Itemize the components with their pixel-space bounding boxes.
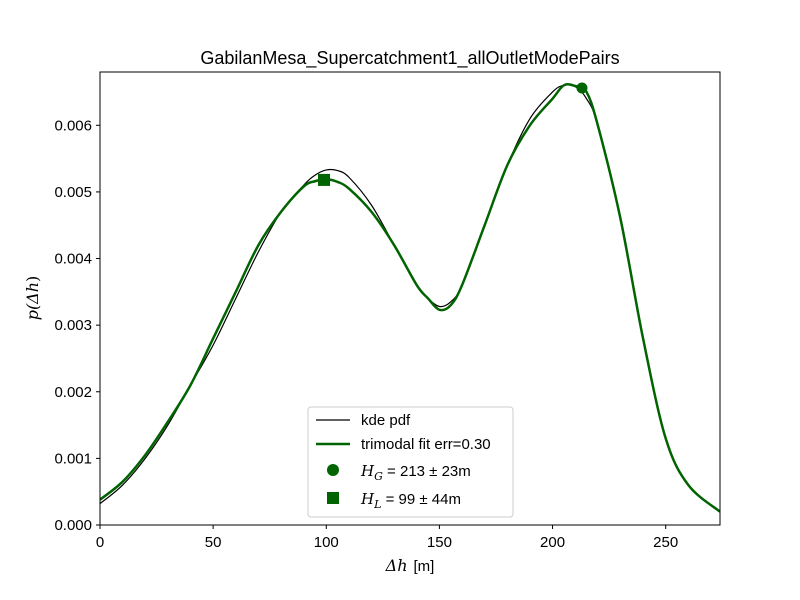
- y-tick-label: 0.001: [54, 450, 92, 467]
- legend-label-hg-symbol: H: [360, 462, 375, 480]
- legend-label-hg-text: = 213 ± 23m: [383, 463, 471, 480]
- plot-area: [100, 83, 720, 513]
- legend-label-hl: HL = 99 ± 44m: [360, 490, 461, 511]
- legend-swatch-hl: [327, 492, 339, 504]
- x-tick-label: 250: [653, 534, 678, 551]
- plot-frame: [99, 71, 721, 526]
- legend-label-hl-text: = 99 ± 44m: [381, 491, 461, 508]
- legend: kde pdf trimodal fit err=0.30 HG = 213 ±…: [307, 406, 514, 518]
- x-axis-label: Δh [m]: [385, 556, 435, 575]
- x-tick-label: 200: [540, 534, 565, 551]
- legend-box: [307, 406, 514, 518]
- marker-h-l: [318, 173, 331, 186]
- y-axis-label-pre: p(: [23, 303, 42, 320]
- x-tick-label: 0: [96, 534, 104, 551]
- x-tick-label: 150: [427, 534, 452, 551]
- y-axis-label-post: ): [23, 276, 42, 282]
- y-axis-label: p(Δh): [23, 276, 42, 321]
- y-tick-label: 0.005: [54, 184, 92, 201]
- legend-swatch-hg: [327, 464, 339, 476]
- y-tick-label: 0.004: [54, 251, 92, 268]
- y-axis-label-symbol: Δh: [23, 282, 42, 305]
- legend-label-hl-subscript: L: [373, 498, 381, 511]
- legend-label-hg-subscript: G: [374, 470, 383, 483]
- x-tick-label: 100: [314, 534, 339, 551]
- marker-h-g: [576, 82, 588, 94]
- y-tick-label: 0.003: [54, 317, 92, 334]
- legend-label-kde: kde pdf: [361, 412, 411, 429]
- legend-label-hg: HG = 213 ± 23m: [360, 462, 471, 483]
- y-tick-label: 0.006: [54, 117, 92, 134]
- chart-title: GabilanMesa_Supercatchment1_allOutletMod…: [200, 48, 619, 69]
- x-axis-label-symbol: Δh: [385, 556, 408, 575]
- y-tick-label: 0.002: [54, 384, 92, 401]
- legend-label-fit: trimodal fit err=0.30: [361, 436, 491, 453]
- x-tick-label: 50: [205, 534, 222, 551]
- x-axis: 0 50 100 150 200 250: [96, 525, 678, 551]
- x-axis-label-unit: [m]: [414, 558, 435, 575]
- legend-label-hl-symbol: H: [360, 490, 375, 508]
- series-line-trimodal-fit: [100, 83, 720, 513]
- y-axis: 0.000 0.001 0.002 0.003 0.004 0.005 0.006: [54, 117, 100, 534]
- y-tick-label: 0.000: [54, 517, 92, 534]
